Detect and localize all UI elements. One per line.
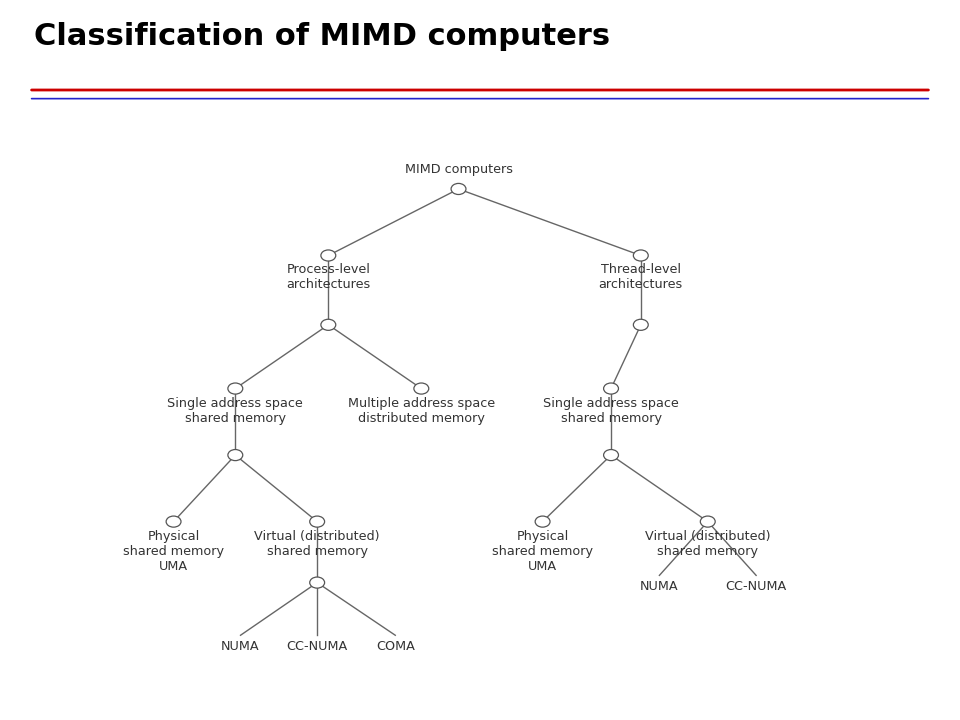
Circle shape [634, 250, 648, 261]
Circle shape [700, 516, 715, 527]
Text: NUMA: NUMA [221, 639, 260, 653]
Circle shape [414, 383, 429, 394]
Text: Single address space
shared memory: Single address space shared memory [543, 397, 679, 425]
Text: Classification of MIMD computers: Classification of MIMD computers [34, 22, 610, 50]
Text: Process-level
architectures: Process-level architectures [286, 264, 371, 292]
Circle shape [321, 250, 336, 261]
Text: CC-NUMA: CC-NUMA [286, 639, 348, 653]
Circle shape [535, 516, 550, 527]
Circle shape [321, 319, 336, 330]
Circle shape [451, 184, 466, 194]
Circle shape [228, 449, 243, 461]
Text: MIMD computers: MIMD computers [404, 163, 513, 176]
Text: Physical
shared memory
UMA: Physical shared memory UMA [123, 530, 224, 573]
Circle shape [310, 577, 324, 588]
Text: Thread-level
architectures: Thread-level architectures [599, 264, 683, 292]
Circle shape [228, 383, 243, 394]
Circle shape [604, 383, 618, 394]
Circle shape [166, 516, 181, 527]
Circle shape [604, 449, 618, 461]
Text: Virtual (distributed)
shared memory: Virtual (distributed) shared memory [645, 530, 771, 558]
Text: COMA: COMA [376, 639, 415, 653]
Text: Physical
shared memory
UMA: Physical shared memory UMA [492, 530, 593, 573]
Text: CC-NUMA: CC-NUMA [726, 580, 787, 593]
Text: NUMA: NUMA [640, 580, 679, 593]
Text: Virtual (distributed)
shared memory: Virtual (distributed) shared memory [254, 530, 380, 558]
Text: Multiple address space
distributed memory: Multiple address space distributed memor… [348, 397, 495, 425]
Circle shape [634, 319, 648, 330]
Text: Single address space
shared memory: Single address space shared memory [167, 397, 303, 425]
Circle shape [310, 516, 324, 527]
